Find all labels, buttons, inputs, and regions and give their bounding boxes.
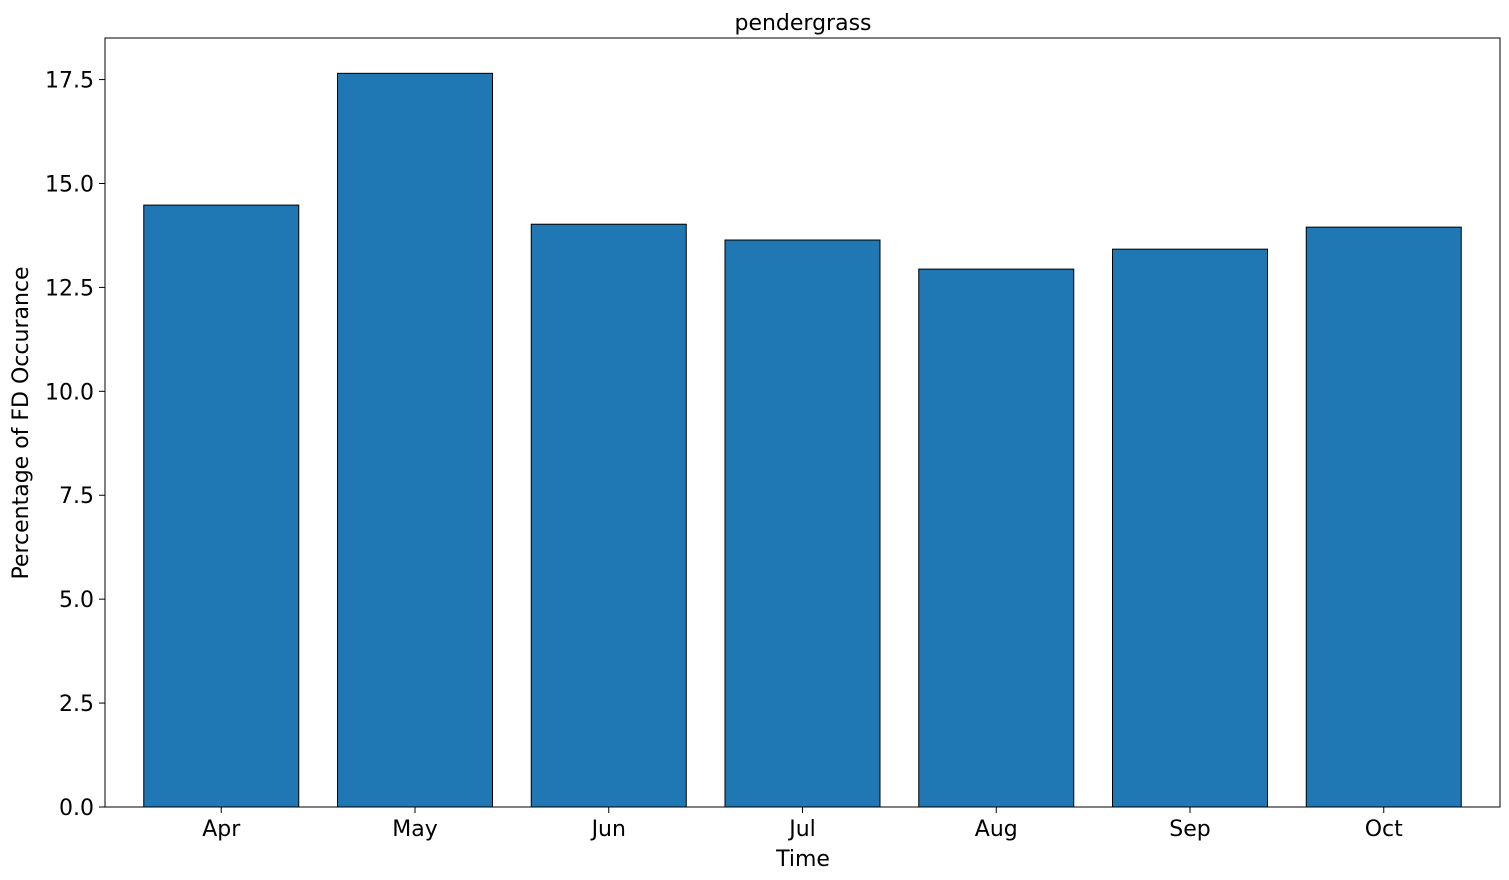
y-tick-label: 17.5 bbox=[45, 69, 94, 94]
y-tick-label: 10.0 bbox=[45, 380, 94, 405]
y-axis-label: Percentage of FD Occurance bbox=[9, 266, 34, 579]
x-tick-label: Jul bbox=[787, 817, 816, 842]
x-tick-label: Oct bbox=[1365, 817, 1403, 842]
bars-group bbox=[143, 72, 1462, 808]
bar-may bbox=[337, 72, 493, 808]
y-tick-label: 5.0 bbox=[59, 588, 94, 613]
y-tick-label: 15.0 bbox=[45, 172, 94, 197]
y-axis: 0.0 2.5 5.0 7.5 10.0 12.5 15.0 17.5 bbox=[45, 69, 105, 821]
bar-sep bbox=[1112, 248, 1268, 808]
bar-oct bbox=[1305, 226, 1462, 808]
y-tick-label: 7.5 bbox=[59, 484, 94, 509]
y-tick-label: 12.5 bbox=[45, 276, 94, 301]
x-tick-label: May bbox=[392, 817, 437, 842]
y-tick-label: 0.0 bbox=[59, 796, 94, 821]
x-axis-label: Time bbox=[775, 847, 830, 872]
bar-jun bbox=[530, 223, 687, 808]
x-tick-label: Jun bbox=[590, 817, 626, 842]
bar-aug bbox=[918, 268, 1075, 808]
x-tick-label: Aug bbox=[975, 817, 1018, 842]
x-tick-label: Apr bbox=[202, 817, 241, 842]
y-tick-label: 2.5 bbox=[59, 692, 94, 717]
bar-apr bbox=[143, 204, 300, 808]
x-tick-label: Sep bbox=[1169, 817, 1210, 842]
x-axis: Apr May Jun Jul Aug Sep Oct bbox=[202, 807, 1403, 842]
plot-frame bbox=[104, 37, 1501, 808]
bar-jul bbox=[724, 239, 881, 808]
chart-title: pendergrass bbox=[734, 11, 871, 36]
